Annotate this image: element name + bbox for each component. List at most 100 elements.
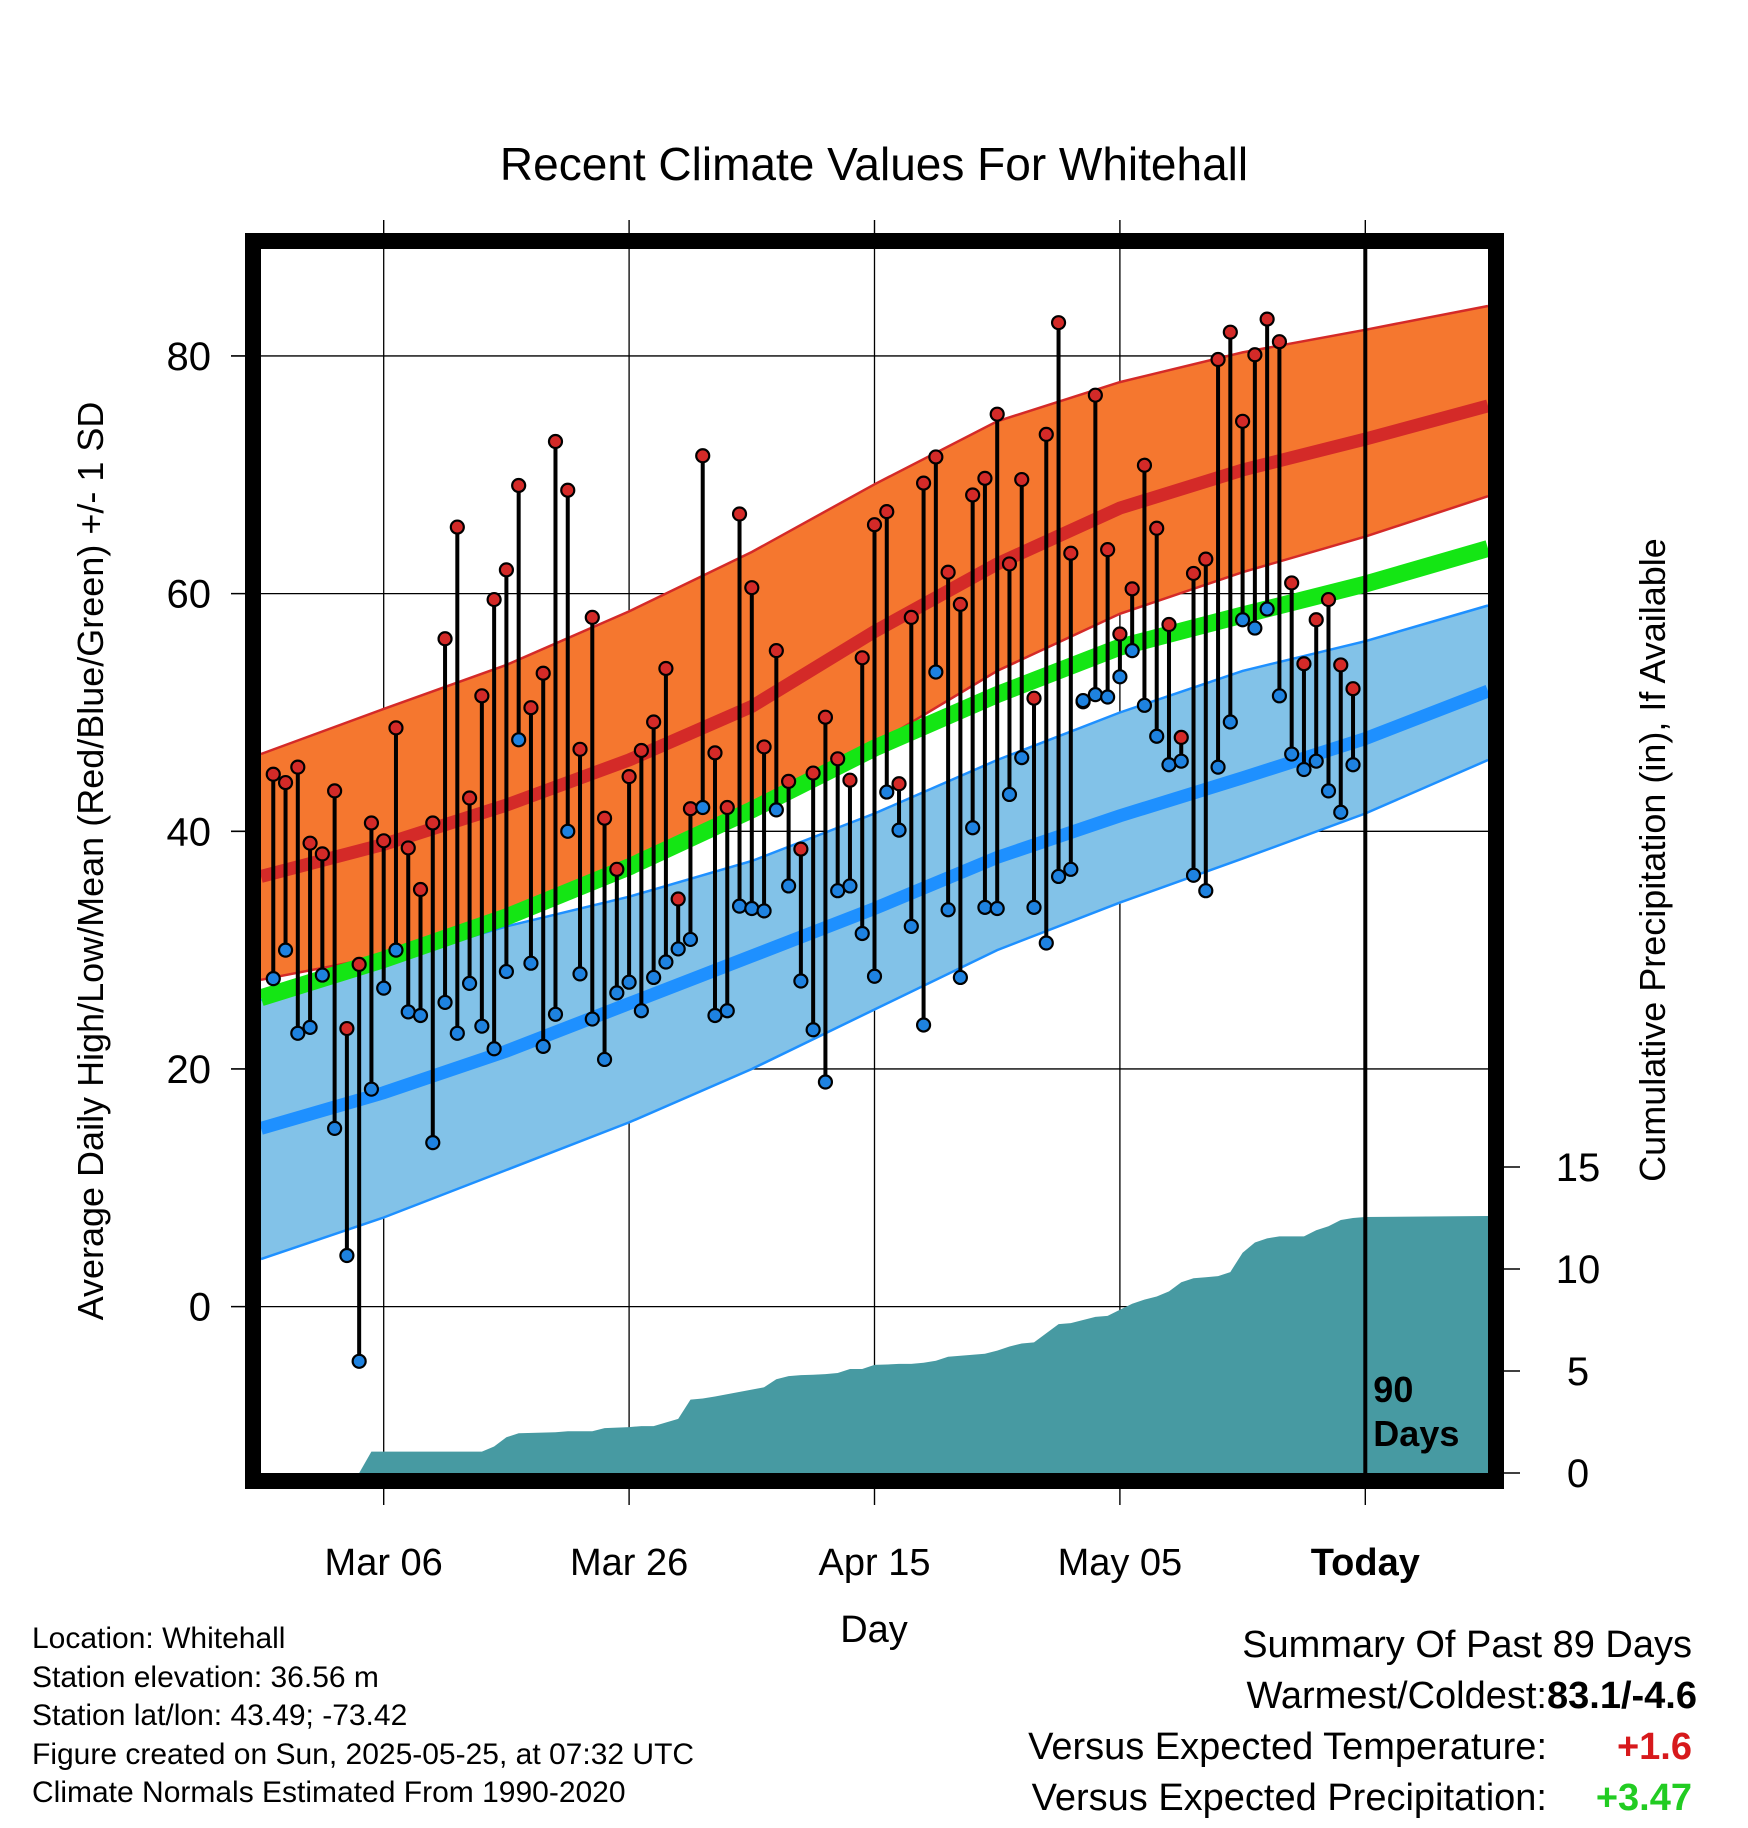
warmest-coldest-value: 83.1/-4.6 <box>1547 1675 1697 1717</box>
daily-low-point <box>1050 868 1067 885</box>
daily-low-point <box>1026 899 1042 915</box>
daily-high-point <box>915 475 932 491</box>
chart-title: Recent Climate Values For Whitehall <box>500 138 1248 190</box>
y-tick-label: 0 <box>189 1286 211 1330</box>
y-tick-label: 60 <box>167 573 212 617</box>
daily-high-point <box>425 815 441 831</box>
daily-low-point <box>1259 601 1275 617</box>
daily-low-point <box>339 1247 355 1264</box>
daily-high-point <box>265 766 281 782</box>
daily-high-point <box>339 1020 355 1037</box>
daily-low-point <box>1234 612 1251 628</box>
daily-high-point <box>633 742 649 759</box>
latlon-line: Station lat/lon: 43.49; -73.42 <box>32 1699 408 1732</box>
daily-low-point <box>327 1120 343 1136</box>
daily-high-point <box>560 482 576 498</box>
daily-high-point <box>1247 347 1263 363</box>
daily-high-point <box>1320 591 1337 608</box>
daily-low-point <box>1075 692 1091 709</box>
daily-low-point <box>793 973 809 989</box>
daily-high-point <box>1345 681 1361 697</box>
x-tick-label: Mar 26 <box>570 1542 688 1584</box>
daily-high-point <box>989 406 1005 422</box>
daily-high-point <box>1271 334 1288 350</box>
daily-high-point <box>1222 324 1238 340</box>
daily-high-point <box>547 433 564 450</box>
daily-low-point <box>940 902 956 918</box>
daily-high-point <box>1100 542 1116 558</box>
daily-low-point <box>302 1019 318 1035</box>
plot-frame <box>245 233 1504 1489</box>
y2-tick-label: 15 <box>1556 1146 1601 1190</box>
daily-low-point <box>768 802 784 818</box>
daily-high-point <box>977 470 993 486</box>
daily-high-point <box>952 596 968 612</box>
daily-high-point <box>940 564 956 580</box>
daily-high-point <box>719 799 735 816</box>
y2-tick-label: 0 <box>1567 1452 1589 1496</box>
daily-high-point <box>842 772 858 788</box>
daily-low-point <box>412 1007 429 1024</box>
elevation-line: Station elevation: 36.56 m <box>32 1660 379 1694</box>
daily-high-point <box>1284 575 1300 591</box>
daily-high-point <box>1014 471 1030 488</box>
daily-high-point <box>854 650 870 666</box>
daily-high-point <box>351 956 367 972</box>
observed-temperatures <box>265 311 1361 1369</box>
daily-low-point <box>314 967 330 983</box>
daily-high-point <box>731 506 748 522</box>
y-tick-label: 40 <box>167 810 212 854</box>
daily-low-point <box>1210 759 1226 775</box>
daily-high-point <box>879 504 895 520</box>
daily-high-point <box>449 519 465 535</box>
daily-high-point <box>646 714 662 730</box>
daily-high-point <box>1026 690 1042 706</box>
daily-low-point <box>486 1041 502 1057</box>
today-days-count: 90 <box>1373 1369 1413 1410</box>
daily-low-point <box>449 1025 465 1041</box>
daily-high-point <box>1149 520 1165 536</box>
x-tick-label: Today <box>1311 1542 1420 1584</box>
daily-low-point <box>376 980 392 996</box>
daily-low-point <box>633 1003 649 1019</box>
y2-tick-label: 10 <box>1556 1248 1601 1292</box>
daily-low-point <box>535 1038 551 1054</box>
daily-high-point <box>670 891 686 907</box>
station-info: Location: Whitehall Station elevation: 3… <box>32 1620 694 1813</box>
today-days-label: Days <box>1373 1413 1459 1454</box>
daily-high-point <box>1234 413 1251 429</box>
daily-high-point <box>363 815 380 831</box>
daily-high-point <box>437 631 453 647</box>
daily-low-point <box>437 994 453 1011</box>
warmest-coldest-label: Warmest/Coldest: <box>1246 1675 1547 1717</box>
daily-low-point <box>572 966 588 982</box>
daily-high-point <box>511 477 527 494</box>
daily-low-point <box>1038 935 1054 951</box>
daily-low-point <box>560 823 576 839</box>
daily-low-point <box>425 1135 441 1151</box>
daily-high-point <box>707 745 723 761</box>
daily-low-point <box>781 878 797 894</box>
daily-low-point <box>1198 883 1214 899</box>
daily-low-point <box>388 942 404 958</box>
daily-high-point <box>1296 656 1312 672</box>
precip-anomaly-value: +3.47 <box>1595 1777 1692 1819</box>
daily-low-point <box>805 1022 821 1038</box>
daily-low-point <box>670 941 686 957</box>
daily-high-point <box>400 840 416 856</box>
daily-high-point <box>1333 657 1349 673</box>
daily-low-point <box>1185 867 1202 883</box>
daily-low-point <box>830 883 846 899</box>
daily-low-point <box>1296 761 1312 778</box>
daily-low-point <box>707 1007 723 1024</box>
daily-low-point <box>1001 786 1018 803</box>
normals-line: Climate Normals Estimated From 1990-2020 <box>32 1776 626 1809</box>
daily-low-point <box>363 1081 380 1097</box>
daily-high-point <box>1198 551 1214 567</box>
daily-low-point <box>879 784 895 800</box>
daily-low-point <box>646 969 662 986</box>
daily-high-point <box>658 660 674 677</box>
daily-high-point <box>584 609 600 625</box>
daily-low-point <box>511 732 527 748</box>
